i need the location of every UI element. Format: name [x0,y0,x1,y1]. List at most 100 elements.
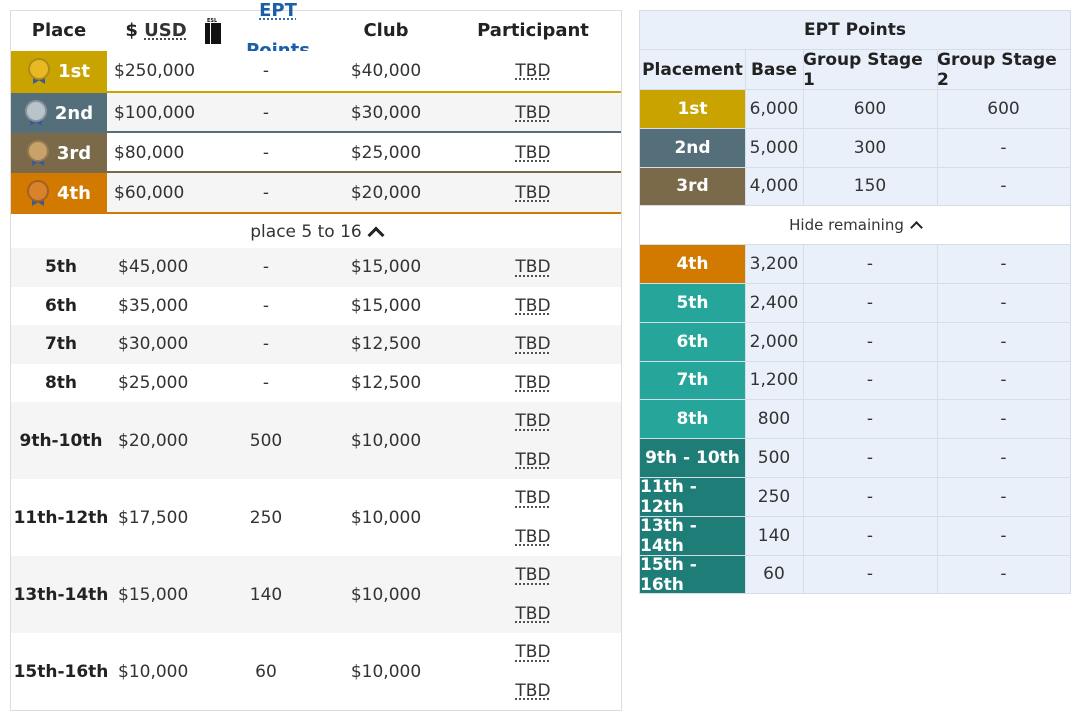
ept-value: - [262,103,270,123]
participant-tbd[interactable]: TBD [515,295,551,316]
copper-medal-icon [27,180,50,206]
prize-row: 15th-16th $10,000 60 $10,000 TBD TBD [11,633,621,710]
group-stage-1-value: - [866,292,874,313]
header-group-stage-2: Group Stage 2 [937,49,1057,90]
group-stage-2-value: - [1000,137,1007,158]
participant-cell: TBD [445,672,621,711]
group-stage-1-value: - [866,564,874,585]
chevron-up-icon [909,221,923,235]
participant-cell: TBD [445,556,621,595]
gold-medal-icon [28,58,51,84]
ept-value: 140 [249,584,283,605]
chevron-up-icon [367,226,385,243]
divider [803,49,804,89]
place-cell: 3rd [11,133,107,173]
divider [937,89,938,128]
group-stage-2-value: - [1000,486,1007,507]
header-base: Base [750,59,798,80]
divider [745,244,746,283]
toggle-label: Hide remaining [789,216,904,235]
usd-value: $30,000 [118,334,189,355]
header-usd: $ USD [107,11,205,51]
divider [803,438,804,477]
participant-cell: TBD [445,518,621,557]
usd-value: $35,000 [118,295,189,316]
participant-cell: TBD [445,402,621,441]
club-reward-value: $12,500 [350,334,422,355]
participant-tbd[interactable]: TBD [515,61,551,81]
divider [745,438,746,477]
place-label: 8th [44,372,78,393]
place-label: 1st [58,60,90,82]
participant-tbd[interactable]: TBD [515,183,551,203]
participant-tbd[interactable]: TBD [515,526,551,547]
divider [937,283,938,322]
group-stage-2-value: - [1000,448,1007,469]
group-stage-2-value: - [1000,370,1007,391]
participant-tbd[interactable]: TBD [515,257,551,278]
placement-cell: 13th - 14th [640,516,745,556]
divider [745,49,746,89]
group-stage-2-value: - [1000,409,1007,430]
header-place: Place [31,20,87,41]
divider [803,166,804,206]
divider [745,166,746,206]
divider [640,554,1070,556]
participant-tbd[interactable]: TBD [515,372,551,393]
group-stage-1-value: - [866,254,874,275]
svg-text:ESL: ESL [207,18,218,24]
show-places-toggle[interactable]: place 5 to 16 [11,212,621,250]
participant-tbd[interactable]: TBD [515,642,551,663]
participant-tbd[interactable]: TBD [515,565,551,586]
place-label: 4th [57,182,91,204]
place-cell: 2nd [11,93,107,133]
placement-cell: 15th - 16th [640,555,745,595]
base-value: 140 [757,525,791,546]
participant-cell: TBD [445,633,621,672]
divider [937,438,938,477]
prize-row: 5th $45,000 - $15,000 TBD [11,248,621,287]
divider [745,283,746,322]
club-reward-value: $10,000 [350,430,422,451]
participant-cell: TBD [445,173,621,213]
divider [803,360,804,400]
usd-value: $60,000 [114,183,185,203]
participant-tbd[interactable]: TBD [515,334,551,355]
divider [803,477,804,516]
usd-abbr[interactable]: USD [144,20,187,41]
bronze-medal-icon [26,140,49,166]
esl-pro-tour-logo-icon[interactable]: ESL [205,18,221,44]
base-value: 2,400 [749,292,799,313]
participant-tbd[interactable]: TBD [515,603,551,624]
usd-value: $20,000 [118,430,189,451]
participant-tbd[interactable]: TBD [515,143,551,163]
participant-cell: TBD [445,93,621,133]
hide-remaining-toggle[interactable]: Hide remaining [640,206,1070,245]
header-group-stage-1: Group Stage 1 [803,49,923,90]
usd-symbol: $ [125,20,138,41]
placement-cell: 3rd [640,167,745,206]
participant-tbd[interactable]: TBD [515,411,551,432]
club-reward-value: $40,000 [350,61,422,81]
prize-row: 7th $30,000 - $12,500 TBD [11,325,621,364]
participant-cell: TBD [445,479,621,518]
group-stage-1-value: - [866,525,874,546]
place-cell: 1st [11,51,107,91]
participant-tbd[interactable]: TBD [515,488,551,509]
divider [640,477,1070,478]
base-value: 500 [757,448,791,469]
placement-cell: 8th [640,400,745,439]
club-reward-value: $20,000 [350,183,422,203]
place-label: 11th-12th [13,507,109,528]
placement-cell: 7th [640,361,745,400]
participant-tbd[interactable]: TBD [515,680,551,701]
toggle-label: place 5 to 16 [250,222,362,242]
group-stage-2-value: - [1000,176,1007,197]
participant-tbd[interactable]: TBD [515,103,551,123]
group-stage-2-value: - [1000,292,1007,313]
usd-value: $250,000 [114,61,196,81]
divider [937,399,938,439]
ept-points-table: EPT Points Placement Base Group Stage 1 … [639,10,1071,595]
base-value: 4,000 [749,176,799,197]
participant-tbd[interactable]: TBD [515,449,551,470]
